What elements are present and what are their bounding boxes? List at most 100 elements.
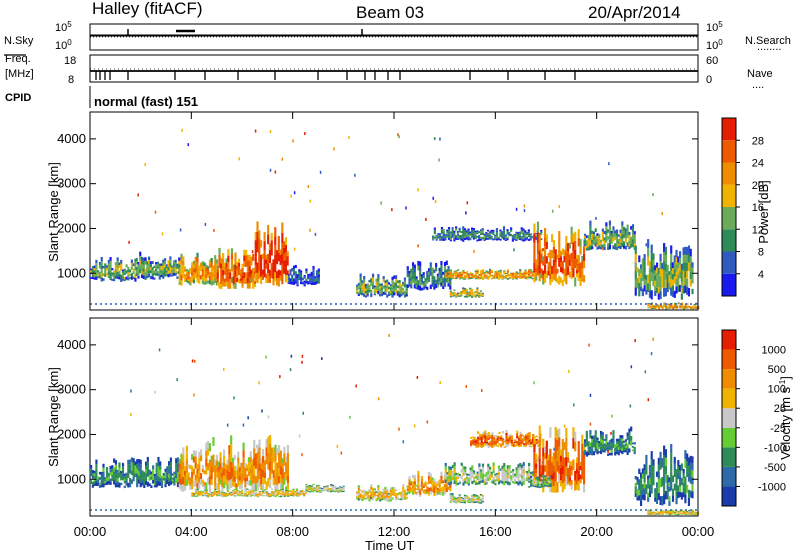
nsearch-tick-bottom: 100 [706,38,723,52]
velocity-colorbar-segment-4 [722,408,736,428]
time-tick-label-6: 00:00 [682,524,715,539]
power-colorbar-tick-label-3: 16 [752,202,764,214]
velocity-echo-region-3 [305,483,345,493]
velocity-colorbar-tick-label-4: -25 [770,423,786,435]
velocity-colorbar-tick-label-5: -100 [764,442,786,454]
velocity-colorbar-frame [721,329,737,507]
velocity-colorbar-tick-label-0: 1000 [762,345,786,357]
velocity-colorbar-tick-label-7: -1000 [758,481,786,493]
power-echo-region-10 [432,226,543,242]
power-ylabel: Slant Range [km] [46,162,61,262]
nsky-tick-top: 105 [55,20,72,34]
velocity-echo-region-12 [634,444,694,507]
velocity-colorbar-tick-label-6: -500 [764,462,786,474]
station-title: Halley (fitACF) [92,0,203,18]
power-echo-region-2 [178,252,219,286]
power-colorbar-tick-label-5: 24 [752,158,764,170]
cpid-label: CPID [5,92,31,104]
velocity-echo-region-7 [449,493,484,504]
power-colorbar-segment-0 [722,273,736,296]
time-tick-label-0: 00:00 [74,524,107,539]
power-ytick-label-1: 2000 [57,220,86,235]
velocity-colorbar-tick-label-1: 500 [768,364,786,376]
power-echo-region-0 [90,256,137,283]
velocity-colorbar-segment-3 [722,427,736,448]
power-echo-region-12 [584,220,636,251]
velocity-ytick-label-2: 3000 [57,382,86,397]
power-colorbar-tick-label-2: 12 [752,224,764,236]
beam-title: Beam 03 [356,3,424,22]
velocity-noise-points [130,333,654,459]
power-colorbar-tick-label-6: 28 [752,135,764,147]
power-echo-region-7 [406,260,452,291]
nsky-label: N.Sky [4,35,34,47]
power-colorbar-segment-7 [722,118,736,141]
velocity-ytick-label-3: 4000 [57,337,86,352]
velocity-echo-region-13 [647,508,700,516]
velocity-panel: 1000 2000 3000 4000 Slant Range [km] [46,317,700,517]
velocity-echo-cells [90,333,700,516]
power-echo-region-13 [634,239,694,300]
cpid-strip: normal (fast) 151 [89,86,198,109]
velocity-y-axis: 1000 2000 3000 4000 [57,337,698,486]
power-ytick-label-2: 3000 [57,176,86,191]
freq-panel: 18 8 60 0 [64,54,718,86]
velocity-colorbar-segment-5 [722,388,736,409]
power-echo-cells [90,128,700,310]
velocity-echo-region-8 [470,429,542,448]
power-echo-region-5 [287,264,320,287]
time-tick-label-4: 16:00 [479,524,512,539]
velocity-echo-region-4 [356,484,408,502]
velocity-colorbar-segment-1 [722,466,736,487]
power-noise-points [128,128,663,254]
velocity-colorbar-segment-7 [722,349,736,370]
velocity-colorbar-segment-2 [722,447,736,467]
velocity-colorbar: 1000 500 100 25 -25 -100 -500 -1000 [721,329,786,507]
freq-label-1: Freq. [5,53,31,65]
power-colorbar-label: Power [dB] [756,180,771,244]
nave-label: Nave [747,68,773,80]
time-axis-labels: 00:00 04:00 08:00 12:00 16:00 20:00 00:00 [74,524,715,539]
velocity-echo-region-11 [584,426,636,457]
power-colorbar-segment-4 [722,184,736,207]
nave-dots: .... [752,79,764,91]
velocity-ylabel: Slant Range [km] [46,367,61,467]
freq-tick-top: 18 [64,55,76,67]
velocity-colorbar-segment-0 [722,486,736,506]
velocity-colorbar-tick-label-3: 25 [774,403,786,415]
power-echo-region-8 [444,268,534,280]
time-tick-label-1: 04:00 [175,524,208,539]
velocity-echo-region-2 [191,488,307,498]
nave-tick-bottom: 0 [706,74,712,86]
date-title: 20/Apr/2014 [588,3,681,22]
power-colorbar-tick-label-4: 20 [752,180,764,192]
power-colorbar-tick-label-1: 8 [758,247,764,259]
power-echo-region-1 [135,251,181,280]
power-echo-region-11 [533,221,586,287]
power-colorbar-segment-6 [722,140,736,163]
time-tick-label-3: 12:00 [378,524,411,539]
power-colorbar-tick-label-0: 4 [758,269,764,281]
velocity-colorbar-segment-6 [722,369,736,389]
freq-tick-bottom: 8 [68,74,74,86]
freq-dropouts [95,71,576,80]
nsearch-label: N.Search [745,35,791,47]
velocity-echo-region-9 [533,425,586,493]
time-tick-label-5: 20:00 [580,524,613,539]
power-ytick-label-3: 4000 [57,131,86,146]
freq-label-2: [MHz] [5,68,34,80]
cpid-text: normal (fast) 151 [94,94,198,109]
velocity-echo-region-6 [444,462,534,486]
nsearch-dots: ........ [757,41,781,53]
velocity-colorbar-segment-8 [722,330,736,350]
nave-tick-top: 60 [706,55,718,67]
velocity-ytick-label-1: 2000 [57,426,86,441]
velocity-x-ticks [89,318,699,516]
power-colorbar-segment-2 [722,229,736,252]
power-echo-region-14 [647,302,700,310]
velocity-ytick-label-0: 1000 [57,471,86,486]
power-panel: 1000 2000 3000 4000 Slant Range [km] [46,111,700,311]
power-echo-region-9 [449,287,484,298]
power-echo-region-6 [356,273,408,298]
nsky-tick-bottom: 100 [55,38,72,52]
